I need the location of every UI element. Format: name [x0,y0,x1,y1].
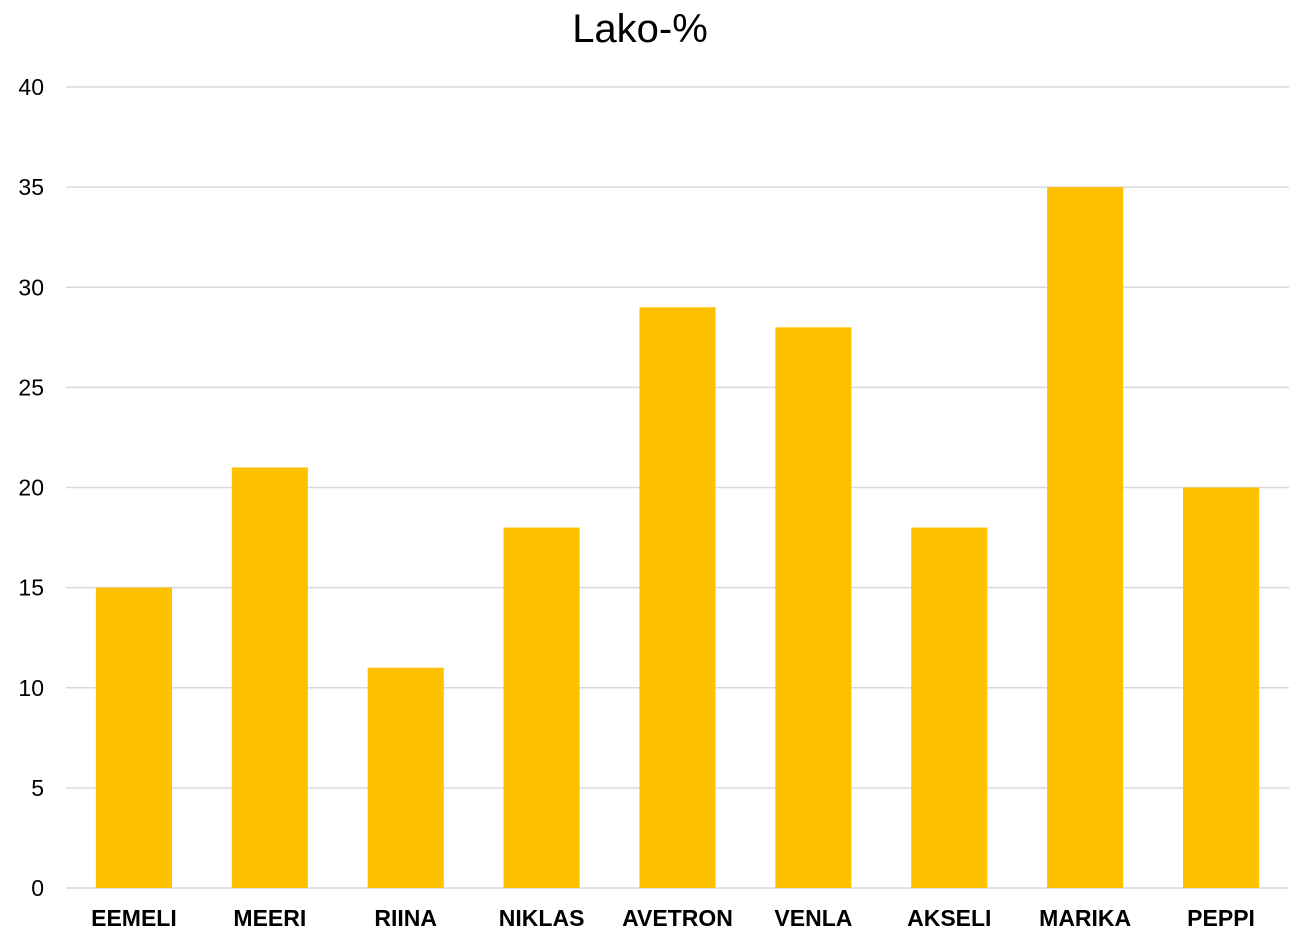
bar-akseli [911,527,988,888]
x-tick-label-meeri: MEERI [233,905,306,931]
y-axis-tick-labels: 0 5 10 15 20 25 30 35 40 [18,74,44,901]
bar-eemeli [95,587,172,888]
y-tick-label: 35 [18,174,44,200]
x-tick-label-avetron: AVETRON [622,905,733,931]
x-axis-tick-labels: EEMELI MEERI RIINA NIKLAS AVETRON VENLA AKSELI… [91,905,1255,931]
x-tick-label-marika: MARIKA [1039,905,1131,931]
y-tick-label: 5 [31,775,44,801]
x-tick-label-akseli: AKSELI [907,905,991,931]
x-tick-label-eemeli: EEMELI [91,905,177,931]
bars [95,187,1260,888]
bar-marika [1047,187,1124,888]
bar-peppi [1183,487,1260,888]
y-tick-label: 30 [18,274,44,300]
x-tick-label-niklas: NIKLAS [499,905,585,931]
chart-title: Lako-% [572,7,708,51]
y-tick-label: 15 [18,575,44,601]
x-tick-label-venla: VENLA [774,905,852,931]
y-tick-label: 10 [18,675,44,701]
bar-niklas [503,527,580,888]
x-tick-label-riina: RIINA [374,905,437,931]
bar-meeri [231,467,308,888]
bar-venla [775,327,852,888]
bar-avetron [639,307,716,888]
bar-riina [367,667,444,888]
y-tick-label: 25 [18,374,44,400]
y-tick-label: 0 [31,875,44,901]
y-tick-label: 40 [18,74,44,100]
x-tick-label-peppi: PEPPI [1187,905,1255,931]
y-tick-label: 20 [18,475,44,501]
